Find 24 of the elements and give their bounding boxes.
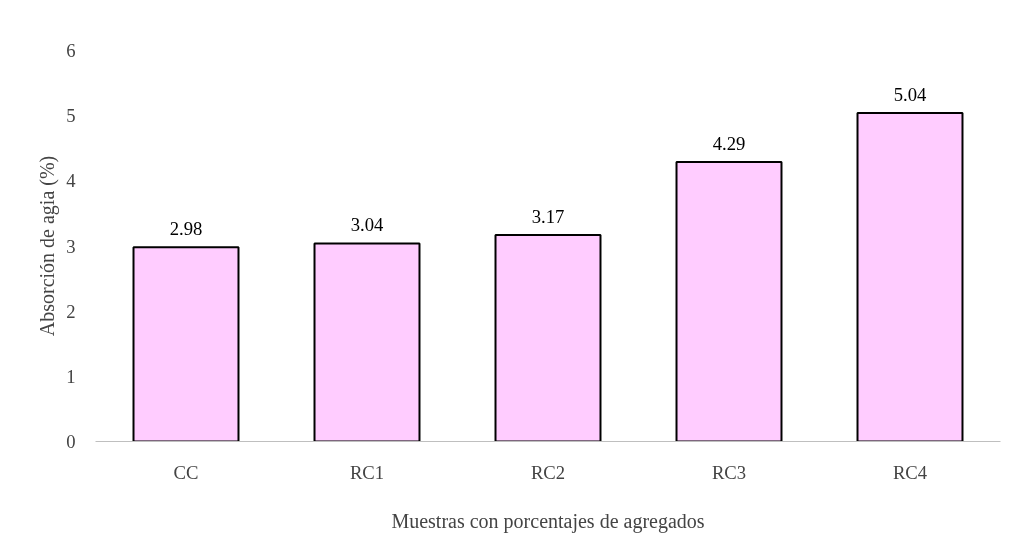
y-tick-label: 4 [66,170,77,192]
y-tick-label: 2 [66,300,76,322]
y-tick-label: 1 [66,365,76,387]
bar [675,160,783,442]
bar [494,233,602,442]
y-tick-label: 3 [66,235,76,257]
bar [313,242,421,442]
data-label: 5.04 [893,84,927,106]
y-axis-title: Absorción de agia (%) [36,155,60,337]
x-tick-label: RC3 [711,461,747,483]
data-label: 3.04 [350,214,384,236]
x-tick-label: RC1 [349,461,385,483]
data-label: 2.98 [169,218,203,240]
data-label: 3.17 [531,205,565,227]
bar [132,246,240,442]
x-tick-label: RC4 [892,461,928,483]
bar [856,112,964,442]
y-tick-label: 0 [66,431,76,452]
data-label: 4.29 [712,132,746,154]
y-tick-label: 5 [66,105,76,127]
x-tick-label: RC2 [530,461,566,483]
x-axis-title: Muestras con porcentajes de agregados [391,509,705,533]
x-tick-label: CC [173,461,199,483]
y-tick-label: 6 [66,40,76,61]
